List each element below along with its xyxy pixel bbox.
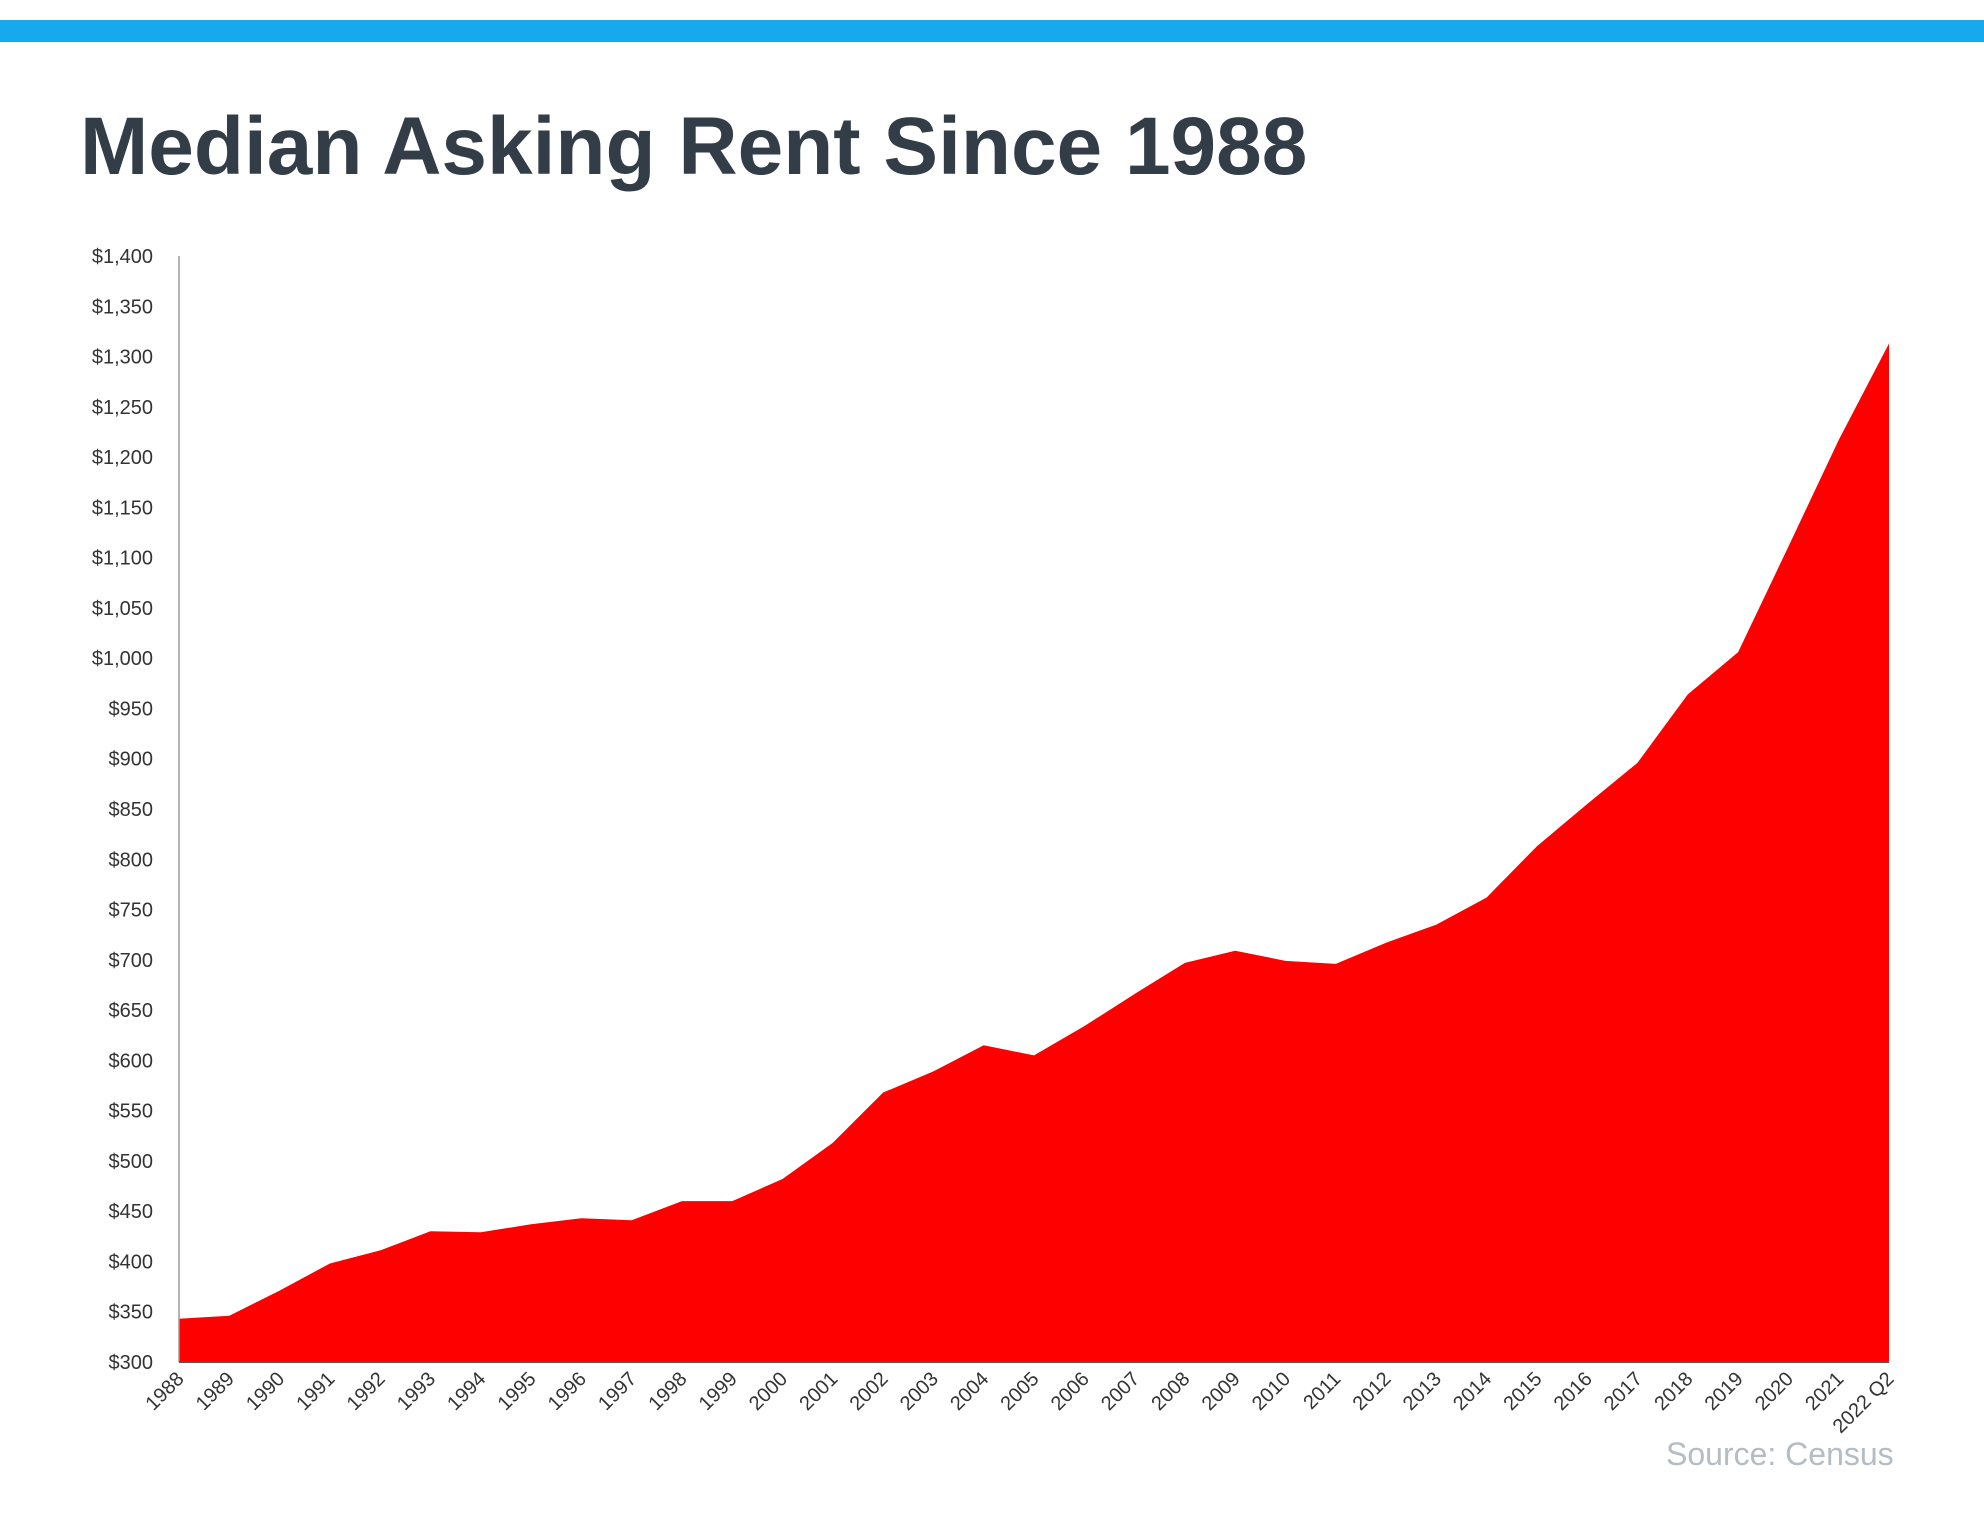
y-tick-label: $750 — [109, 900, 154, 922]
y-tick-label: $1,100 — [92, 548, 153, 570]
x-tick-label: 1991 — [292, 1368, 339, 1415]
x-tick-label: 1998 — [644, 1368, 691, 1415]
x-tick-label: 2003 — [896, 1368, 943, 1415]
x-tick-label: 2007 — [1097, 1368, 1144, 1415]
y-tick-label: $900 — [109, 749, 154, 771]
x-tick-label: 2020 — [1751, 1368, 1798, 1415]
x-tick-label: 2016 — [1550, 1368, 1597, 1415]
y-tick-label: $1,050 — [92, 598, 153, 620]
x-tick-label: 1988 — [142, 1368, 189, 1415]
x-tick-label: 2014 — [1449, 1368, 1496, 1415]
y-tick-label: $500 — [109, 1151, 154, 1173]
x-tick-label: 2002 — [846, 1368, 893, 1415]
x-tick-label: 2011 — [1299, 1368, 1345, 1414]
y-tick-label: $300 — [109, 1352, 154, 1374]
y-tick-label: $950 — [109, 698, 154, 720]
x-tick-label: 1996 — [544, 1368, 591, 1415]
y-tick-label: $1,350 — [92, 296, 153, 318]
accent-bar — [0, 20, 1984, 42]
x-tick-label: 2000 — [745, 1368, 792, 1415]
y-tick-label: $350 — [109, 1302, 154, 1324]
source-note: Source: Census — [1666, 1436, 1894, 1472]
y-tick-label: $550 — [109, 1101, 154, 1123]
rent-area-series — [179, 343, 1889, 1363]
x-tick-label: 2006 — [1047, 1368, 1094, 1415]
x-tick-label: 2005 — [997, 1368, 1044, 1415]
x-tick-label: 2001 — [795, 1368, 842, 1415]
y-tick-label: $1,300 — [92, 347, 153, 369]
x-tick-label: 1992 — [343, 1368, 390, 1415]
y-tick-label: $600 — [109, 1050, 154, 1072]
y-tick-label: $700 — [109, 950, 154, 972]
y-tick-label: $850 — [109, 799, 154, 821]
y-tick-label: $1,200 — [92, 447, 153, 469]
y-tick-label: $1,150 — [92, 497, 153, 519]
x-tick-label: 1999 — [695, 1368, 742, 1415]
y-tick-label: $800 — [109, 849, 154, 871]
x-tick-label: 1990 — [242, 1368, 289, 1415]
x-tick-label: 2015 — [1499, 1368, 1546, 1415]
x-tick-label: 1997 — [594, 1368, 641, 1415]
x-tick-label: 2012 — [1349, 1368, 1396, 1415]
x-tick-label: 2004 — [946, 1368, 993, 1415]
x-tick-label: 2013 — [1399, 1368, 1446, 1415]
x-tick-label: 2019 — [1701, 1368, 1748, 1415]
x-tick-label: 1995 — [494, 1368, 541, 1415]
y-tick-label: $1,000 — [92, 648, 153, 670]
y-tick-label: $650 — [109, 1000, 154, 1022]
x-tick-label: 2008 — [1147, 1368, 1194, 1415]
y-tick-label: $1,400 — [92, 246, 153, 268]
y-tick-label: $450 — [109, 1201, 154, 1223]
x-tick-label: 1989 — [192, 1368, 239, 1415]
x-tick-label: 2018 — [1650, 1368, 1697, 1415]
chart-title: Median Asking Rent Since 1988 — [80, 101, 1308, 192]
x-tick-label: 1993 — [393, 1368, 440, 1415]
y-tick-label: $400 — [109, 1251, 154, 1273]
x-tick-label: 2009 — [1198, 1368, 1245, 1415]
x-tick-label: 2021 — [1801, 1368, 1848, 1415]
x-tick-label: 2010 — [1248, 1368, 1295, 1415]
x-tick-label: 2017 — [1600, 1368, 1647, 1415]
y-tick-label: $1,250 — [92, 397, 153, 419]
x-tick-label: 1994 — [443, 1368, 490, 1415]
